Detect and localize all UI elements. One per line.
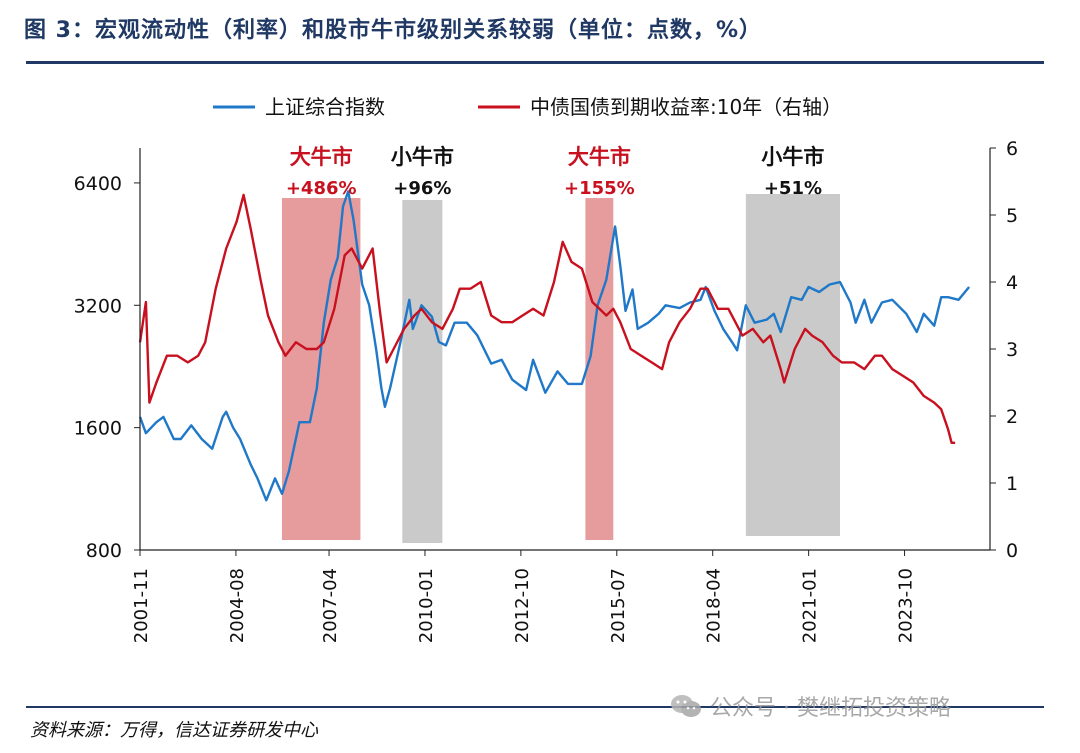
left-tick-label-800: 800 (86, 540, 122, 562)
watermark: 公众号 · 樊继拓投资策略 (670, 690, 951, 722)
x-tick-label-5: 2015-07 (608, 568, 629, 643)
right-tick-label-5: 5 (1006, 205, 1018, 227)
bull-band-4 (745, 194, 841, 536)
x-tick-label-0: 2001-11 (131, 568, 152, 643)
source-note: 资料来源：万得，信达证券研发中心 (30, 720, 318, 741)
x-tick-label-4: 2012-10 (512, 568, 533, 643)
x-tick-label-1: 2004-08 (227, 568, 248, 643)
annotation-change-4: +51% (764, 178, 822, 199)
chart: 上证综合指数 中债国债到期收益率:10年（右轴） 800 1600 3200 6400… (74, 95, 1018, 643)
legend: 上证综合指数 中债国债到期收益率:10年（右轴） (213, 95, 842, 119)
legend-label-bond: 中债国债到期收益率:10年（右轴） (530, 95, 842, 119)
series-layer (138, 190, 971, 502)
bull-band-1 (281, 198, 361, 540)
right-tick-label-2: 2 (1006, 406, 1018, 428)
bull-band-2 (402, 200, 443, 543)
right-tick-label-0: 0 (1006, 540, 1018, 562)
right-tick-label-6: 6 (1006, 138, 1018, 160)
figure-title: 图 3：宏观流动性（利率）和股市牛市级别关系较弱（单位：点数，%） (24, 18, 763, 43)
bull-market-shading (281, 194, 841, 543)
title-divider (26, 61, 1044, 64)
source-divider (26, 706, 1044, 708)
annotation-change-3: +155% (564, 178, 635, 199)
wechat-icon (671, 695, 701, 717)
annotation-title-1: 大牛市 (290, 145, 353, 169)
axes: 800 1600 3200 6400 0 1 2 3 4 5 6 2001-11 2004-08 2007… (74, 138, 1018, 643)
annotation-change-2: +96% (393, 178, 451, 199)
annotation-title-4: 小牛市 (761, 145, 824, 169)
bull-band-3 (585, 198, 614, 540)
left-tick-label-1600: 1600 (74, 418, 122, 440)
series-line-index (138, 190, 971, 502)
x-tick-label-6: 2018-04 (704, 568, 725, 643)
right-tick-label-3: 3 (1006, 339, 1018, 361)
legend-label-index: 上证综合指数 (265, 95, 385, 119)
x-tick-label-3: 2010-01 (416, 568, 437, 643)
series-line-bond (138, 193, 956, 444)
left-tick-label-6400: 6400 (74, 173, 122, 195)
right-tick-label-4: 4 (1006, 272, 1018, 294)
left-tick-label-3200: 3200 (74, 295, 122, 317)
right-tick-label-1: 1 (1006, 473, 1018, 495)
watermark-text: 公众号 · 樊继拓投资策略 (710, 696, 951, 721)
annotation-title-2: 小牛市 (391, 145, 454, 169)
x-tick-label-2: 2007-04 (320, 568, 341, 643)
annotation-title-3: 大牛市 (568, 145, 631, 169)
x-tick-label-7: 2021-01 (800, 568, 821, 643)
annotation-layer: 大牛市 +486% 小牛市 +96% 大牛市 +155% 小牛市 +51% (286, 145, 825, 199)
annotation-change-1: +486% (286, 178, 357, 199)
x-tick-label-8: 2023-10 (896, 568, 917, 643)
